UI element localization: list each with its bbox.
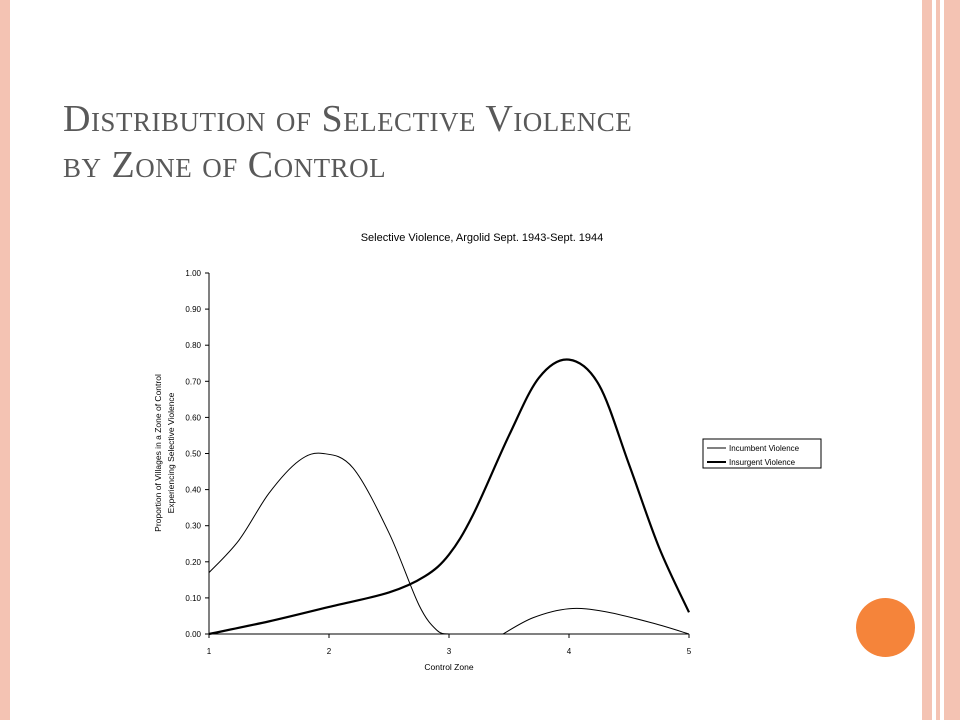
insurgent-violence-line bbox=[208, 358, 690, 636]
y-tick-label: 0.70 bbox=[185, 377, 201, 386]
legend-label-incumbent: Incumbent Violence bbox=[729, 444, 800, 453]
y-tick-label: 0.80 bbox=[185, 341, 201, 350]
y-tick-label: 0.90 bbox=[185, 305, 201, 314]
x-axis-label: Control Zone bbox=[424, 662, 473, 672]
chart-title: Selective Violence, Argolid Sept. 1943-S… bbox=[361, 232, 604, 244]
y-axis-label-line-1: Proportion of Villages in a Zone of Cont… bbox=[153, 374, 163, 532]
x-tick-label: 3 bbox=[447, 647, 452, 656]
y-tick-label: 0.10 bbox=[185, 594, 201, 603]
y-axis-label-line-2: Experiencing Selective Violence bbox=[166, 392, 176, 513]
y-tick-label: 0.00 bbox=[185, 630, 201, 639]
y-tick-label: 0.30 bbox=[185, 522, 201, 531]
incumbent-violence-line bbox=[208, 452, 450, 635]
legend-label-insurgent: Insurgent Violence bbox=[729, 458, 796, 467]
slide-frame-right-edge bbox=[944, 0, 960, 720]
x-tick-label: 1 bbox=[207, 647, 212, 656]
slide-frame-right-stripe bbox=[936, 0, 940, 720]
x-axis: 1 2 3 4 5 bbox=[207, 633, 692, 656]
slide-title-line-1: Distribution of Selective Violence bbox=[63, 98, 633, 140]
y-tick-label: 0.60 bbox=[185, 413, 201, 422]
y-tick-label: 0.40 bbox=[185, 486, 201, 495]
y-tick-label: 0.50 bbox=[185, 450, 201, 459]
y-axis: 0.00 0.10 0.20 0.30 0.40 0.50 0.60 0.70 0.80 0.90… bbox=[185, 269, 210, 639]
series-layer bbox=[208, 358, 690, 636]
slide-frame-left-bar bbox=[0, 0, 10, 720]
slide-title-line-2: by Zone of Control bbox=[63, 144, 387, 186]
legend-box bbox=[702, 438, 822, 469]
x-tick-label: 2 bbox=[327, 647, 332, 656]
slide-frame-right-bar bbox=[922, 0, 932, 720]
slide-title: Distribution of Selective Violence by Zo… bbox=[63, 96, 883, 188]
incumbent-violence-line-segment-2 bbox=[502, 607, 690, 635]
x-tick-label: 5 bbox=[687, 647, 692, 656]
legend: Incumbent Violence Insurgent Violence bbox=[702, 438, 822, 469]
decorative-orange-circle bbox=[856, 598, 915, 657]
y-tick-label: 0.20 bbox=[185, 558, 201, 567]
y-tick-label: 1.00 bbox=[185, 269, 201, 278]
x-tick-label: 4 bbox=[567, 647, 572, 656]
